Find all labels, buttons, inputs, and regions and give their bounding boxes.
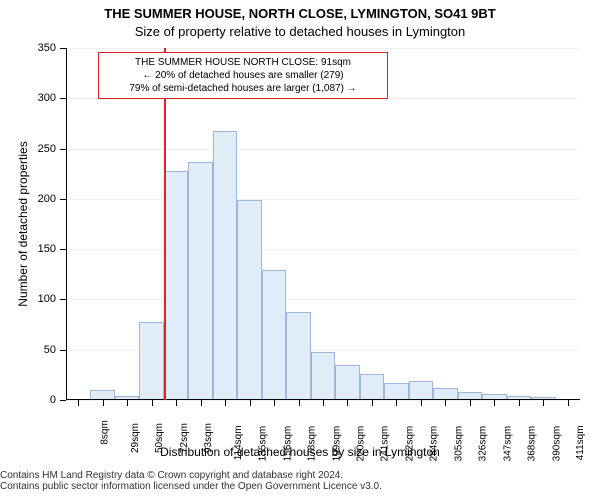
annotation-box: THE SUMMER HOUSE NORTH CLOSE: 91sqm← 20%… xyxy=(98,52,388,99)
y-tick-label: 300 xyxy=(26,92,56,104)
histogram-bar xyxy=(360,374,384,400)
y-tick-label: 150 xyxy=(26,243,56,255)
histogram-bar xyxy=(237,200,261,400)
x-tick xyxy=(421,400,422,406)
x-tick xyxy=(347,400,348,406)
x-tick xyxy=(250,400,251,406)
histogram-bar xyxy=(286,312,310,401)
y-axis-line xyxy=(66,48,67,400)
y-tick-label: 250 xyxy=(26,143,56,155)
histogram-bar xyxy=(311,352,335,400)
x-tick xyxy=(299,400,300,406)
x-tick xyxy=(323,400,324,406)
y-axis-label: Number of detached properties xyxy=(16,48,30,400)
chart-container: THE SUMMER HOUSE, NORTH CLOSE, LYMINGTON… xyxy=(0,0,600,500)
annotation-line: THE SUMMER HOUSE NORTH CLOSE: 91sqm xyxy=(105,56,381,69)
plot-area: 0501001502002503003508sqm29sqm50sqm72sqm… xyxy=(66,48,580,400)
reference-line xyxy=(164,48,166,400)
footer: Contains HM Land Registry data © Crown c… xyxy=(0,470,600,492)
x-tick xyxy=(176,400,177,406)
chart-title: THE SUMMER HOUSE, NORTH CLOSE, LYMINGTON… xyxy=(0,6,600,21)
x-tick xyxy=(103,400,104,406)
y-tick-label: 350 xyxy=(26,42,56,54)
x-tick xyxy=(225,400,226,406)
x-tick xyxy=(445,400,446,406)
x-tick xyxy=(274,400,275,406)
histogram-bar xyxy=(335,365,359,400)
x-tick xyxy=(543,400,544,406)
x-tick xyxy=(470,400,471,406)
y-tick-label: 100 xyxy=(26,293,56,305)
x-tick-label: 8sqm xyxy=(100,420,111,444)
histogram-bar xyxy=(409,381,433,400)
x-tick xyxy=(372,400,373,406)
annotation-line: ← 20% of detached houses are smaller (27… xyxy=(105,69,381,82)
x-tick xyxy=(494,400,495,406)
gridline xyxy=(66,299,580,300)
x-tick xyxy=(152,400,153,406)
histogram-bar xyxy=(164,171,188,400)
gridline xyxy=(66,249,580,250)
y-tick-label: 200 xyxy=(26,193,56,205)
x-tick xyxy=(519,400,520,406)
x-tick xyxy=(78,400,79,406)
histogram-bar xyxy=(213,131,237,400)
y-tick-label: 0 xyxy=(26,394,56,406)
x-tick xyxy=(127,400,128,406)
histogram-bar xyxy=(262,270,286,400)
histogram-bar xyxy=(384,383,408,400)
x-axis-label: Distribution of detached houses by size … xyxy=(0,445,600,459)
x-tick xyxy=(568,400,569,406)
gridline xyxy=(66,199,580,200)
footer-line: Contains HM Land Registry data © Crown c… xyxy=(0,470,600,481)
footer-line: Contains public sector information licen… xyxy=(0,481,600,492)
x-tick xyxy=(201,400,202,406)
histogram-bar xyxy=(139,322,163,400)
y-tick-label: 50 xyxy=(26,344,56,356)
annotation-line: 79% of semi-detached houses are larger (… xyxy=(105,82,381,95)
chart-subtitle: Size of property relative to detached ho… xyxy=(0,24,600,39)
x-axis-line xyxy=(66,399,580,400)
gridline xyxy=(66,149,580,150)
y-tick xyxy=(60,400,66,401)
gridline xyxy=(66,48,580,49)
x-tick xyxy=(396,400,397,406)
histogram-bar xyxy=(188,162,212,400)
